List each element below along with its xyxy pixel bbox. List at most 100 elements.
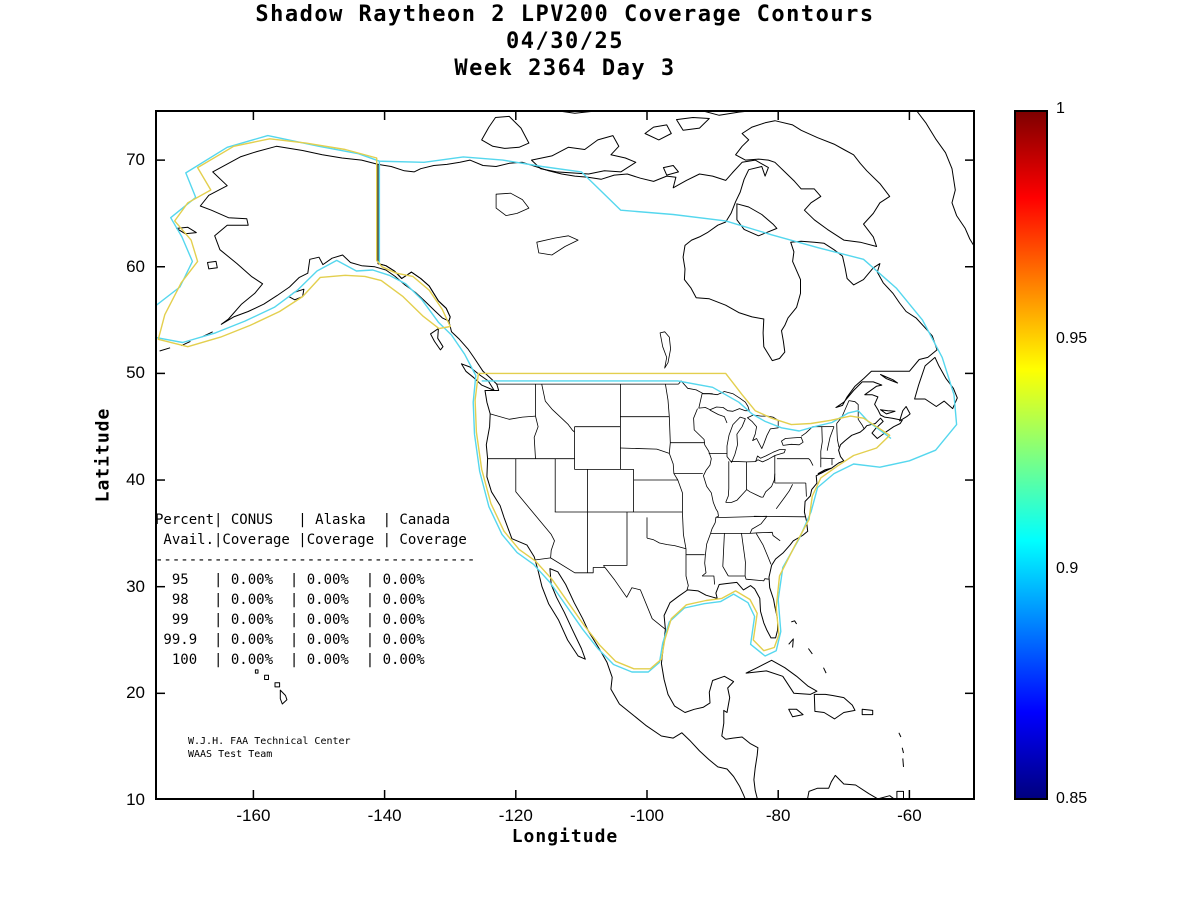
coastline-island: [880, 409, 896, 415]
state-border: [800, 426, 813, 437]
coastline-island: [207, 260, 218, 270]
colorbar-tick-label: 1: [1056, 100, 1065, 117]
coastline-island: [662, 165, 679, 176]
map-svg: [155, 110, 975, 800]
contour-095: [157, 138, 451, 348]
coastline-island: [899, 406, 911, 422]
state-border: [725, 473, 776, 503]
coastline-island: [531, 135, 637, 175]
coastline-island: [430, 328, 444, 351]
coastline-island: [813, 693, 856, 720]
lake-outline: [726, 416, 746, 463]
contour-095: [474, 372, 891, 670]
colorbar: [1014, 110, 1048, 800]
state-border: [730, 460, 756, 463]
colorbar-tick-label: 0.95: [1056, 330, 1088, 347]
coastline-island: [644, 124, 672, 141]
coastline-island: [788, 638, 794, 648]
state-border: [685, 548, 689, 591]
contour-090: [155, 134, 380, 308]
state-border: [693, 408, 719, 577]
coastline-island: [735, 120, 891, 247]
lake-outline: [659, 331, 671, 369]
figure-subtitle-week: Week 2364 Day 3: [454, 56, 676, 81]
coastline-island: [736, 203, 778, 237]
state-border: [836, 423, 840, 448]
coastline-island: [676, 117, 710, 131]
x-tick-label: -80: [765, 806, 791, 825]
y-tick-label: 20: [126, 683, 145, 703]
state-border: [755, 533, 772, 565]
coastline-alaska: [199, 145, 451, 325]
coastline-island: [254, 669, 259, 674]
coastline-island: [460, 363, 495, 391]
state-border: [725, 461, 730, 503]
coastline-island: [788, 708, 804, 718]
attribution-line2: WAAS Test Team: [188, 749, 273, 760]
x-tick-label: -140: [367, 806, 402, 825]
state-border: [744, 575, 769, 582]
coastline-island: [823, 667, 827, 674]
state-border: [820, 426, 823, 468]
state-border: [646, 537, 687, 550]
coastline-island: [279, 689, 288, 705]
coastline-island: [807, 648, 813, 655]
attribution: W.J.H. FAA Technical Center WAAS Test Te…: [188, 735, 351, 761]
coastline-island: [898, 732, 902, 738]
state-border: [709, 409, 728, 424]
plot-frame: [155, 110, 975, 800]
coastline-island: [896, 790, 904, 800]
state-border: [722, 533, 729, 577]
figure-title: Shadow Raytheon 2 LPV200 Coverage Contou…: [255, 2, 875, 27]
state-border: [716, 515, 768, 518]
x-axis-label: Longitude: [511, 826, 619, 847]
state-border: [749, 516, 768, 534]
y-tick-label: 70: [126, 150, 145, 170]
state-border: [776, 458, 814, 466]
coastline-island: [481, 115, 530, 149]
x-tick-label: -120: [498, 806, 533, 825]
state-border: [620, 447, 670, 454]
coastline-mainland-west: [448, 320, 747, 800]
state-border: [678, 380, 713, 395]
coastline-island: [745, 659, 818, 695]
x-tick-label: -100: [629, 806, 665, 825]
coastline-mainland-east: [377, 159, 938, 800]
state-border: [775, 484, 793, 510]
state-border: [682, 511, 687, 549]
state-border: [702, 575, 715, 585]
coastline-island: [914, 356, 958, 410]
lake-outline: [755, 449, 786, 463]
attribution-line1: W.J.H. FAA Technical Center: [188, 736, 351, 747]
state-border: [515, 458, 555, 558]
colorbar-tick-label: 0.9: [1056, 560, 1079, 577]
coastline-island: [880, 374, 899, 384]
lake-outline: [781, 436, 804, 446]
state-border: [668, 416, 683, 512]
coastline-island: [817, 467, 832, 475]
y-tick-label: 10: [126, 789, 145, 809]
coastline-island: [806, 774, 897, 800]
coastline-island: [901, 747, 904, 754]
state-border: [826, 426, 835, 451]
state-border: [533, 416, 539, 459]
contour-090: [155, 156, 958, 673]
lake-outline: [536, 235, 579, 256]
state-border: [805, 482, 807, 497]
coastline-island: [915, 110, 975, 248]
state-border: [753, 515, 806, 518]
plot-area: Percent| CONUS | Alaska | Canada Avail.|…: [155, 110, 975, 800]
coastline-island: [902, 758, 904, 767]
coastline-island: [861, 708, 874, 716]
state-border: [541, 384, 575, 433]
colorbar-tick-label: 0.85: [1056, 790, 1088, 807]
state-border: [603, 512, 628, 568]
x-tick-label: -60: [897, 806, 922, 825]
coastline-island: [791, 620, 798, 625]
coastline-island: [176, 226, 197, 235]
state-border: [534, 557, 666, 630]
state-border: [749, 531, 781, 542]
coastline-island: [264, 674, 269, 680]
coastline-island: [159, 347, 171, 352]
